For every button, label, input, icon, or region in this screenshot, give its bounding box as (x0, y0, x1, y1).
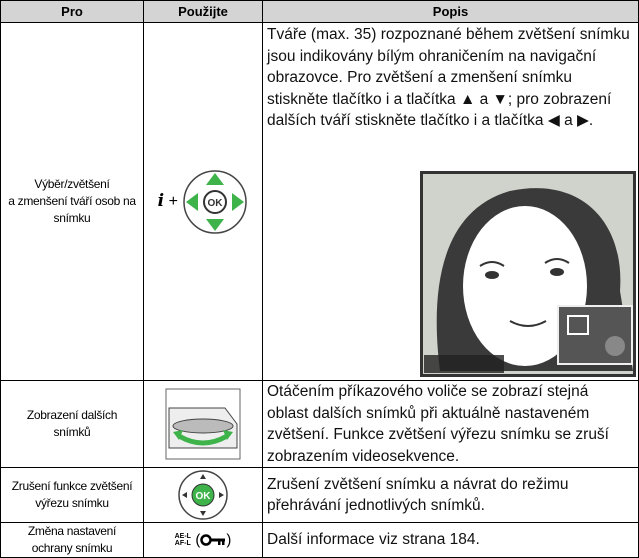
popis-cell: Zrušení zvětšení snímku a návrat do reži… (262, 467, 639, 523)
ok-button-icon: OK (178, 470, 228, 520)
row: Zobrazení dalších snímků Otáčením příkaz… (0, 380, 639, 468)
pro-text: Zobrazení dalších (26, 408, 118, 422)
plus: + (168, 192, 178, 210)
header-cell: Popis (262, 0, 639, 23)
face-illustration (420, 171, 636, 377)
svg-text:OK: OK (208, 198, 224, 209)
pro-text: Výběr/zvětšení (34, 177, 110, 191)
popis-text: Tváře (max. 35) rozpoznané během zvětšen… (267, 26, 630, 129)
use-cell: AE-L AF-L ( ) (143, 522, 263, 558)
ae-l-text: AE-L (174, 532, 191, 540)
row: Zrušení funkce zvětšení výřezu snímku OK… (0, 467, 639, 523)
pro-cell: Zrušení funkce zvětšení výřezu snímku (0, 467, 144, 523)
command-dial-icon (165, 388, 241, 460)
pro-cell: Výběr/zvětšení a zmenšení tváří osob na … (0, 22, 144, 381)
use-cell: OK (143, 467, 263, 523)
pro-cell: Zobrazení dalších snímků (0, 380, 144, 468)
paren: ( (195, 531, 201, 549)
popis-cell: Tváře (max. 35) rozpoznané během zvětšen… (262, 22, 639, 381)
i-button: i (157, 190, 165, 211)
header-cell: Pro (0, 0, 144, 23)
popis-cell: Otáčením příkazového voliče se zobrazí s… (262, 380, 639, 468)
pro-text: ochrany snímku (31, 541, 113, 555)
use-cell: i + OK (143, 22, 263, 381)
multi-selector-icon: OK (183, 169, 248, 234)
use-cell (143, 380, 263, 468)
pro-text: a zmenšení tváří osob na (8, 194, 136, 208)
popis-text: Otáčením příkazového voliče se zobrazí s… (267, 383, 609, 465)
popis-cell: Další informace viz strana 184. (262, 522, 639, 558)
row: Výběr/zvětšení a zmenšení tváří osob na … (0, 22, 639, 381)
pro-text: snímků (53, 425, 91, 439)
paren: ) (226, 531, 232, 549)
popis-text: Zrušení zvětšení snímku a návrat do reži… (267, 475, 569, 515)
svg-text:OK: OK (196, 491, 212, 502)
header-cell: Použijte (143, 0, 263, 23)
pro-text: výřezu snímku (35, 496, 109, 510)
pro-text: snímku (53, 211, 91, 225)
ae-l-icon: AE-L AF-L (175, 533, 191, 547)
popis-text: Další informace viz strana 184. (267, 531, 480, 549)
pro-text: Změna nastavení (27, 524, 117, 538)
key-icon (200, 534, 226, 546)
row: Změna nastavení ochrany snímku AE-L AF-L… (0, 522, 639, 558)
pro-cell: Změna nastavení ochrany snímku (0, 522, 144, 558)
pro-text: Zrušení funkce zvětšení (11, 479, 133, 493)
af-l-text: AF-L (174, 539, 191, 547)
header-row: Pro Použijte Popis (0, 0, 639, 23)
